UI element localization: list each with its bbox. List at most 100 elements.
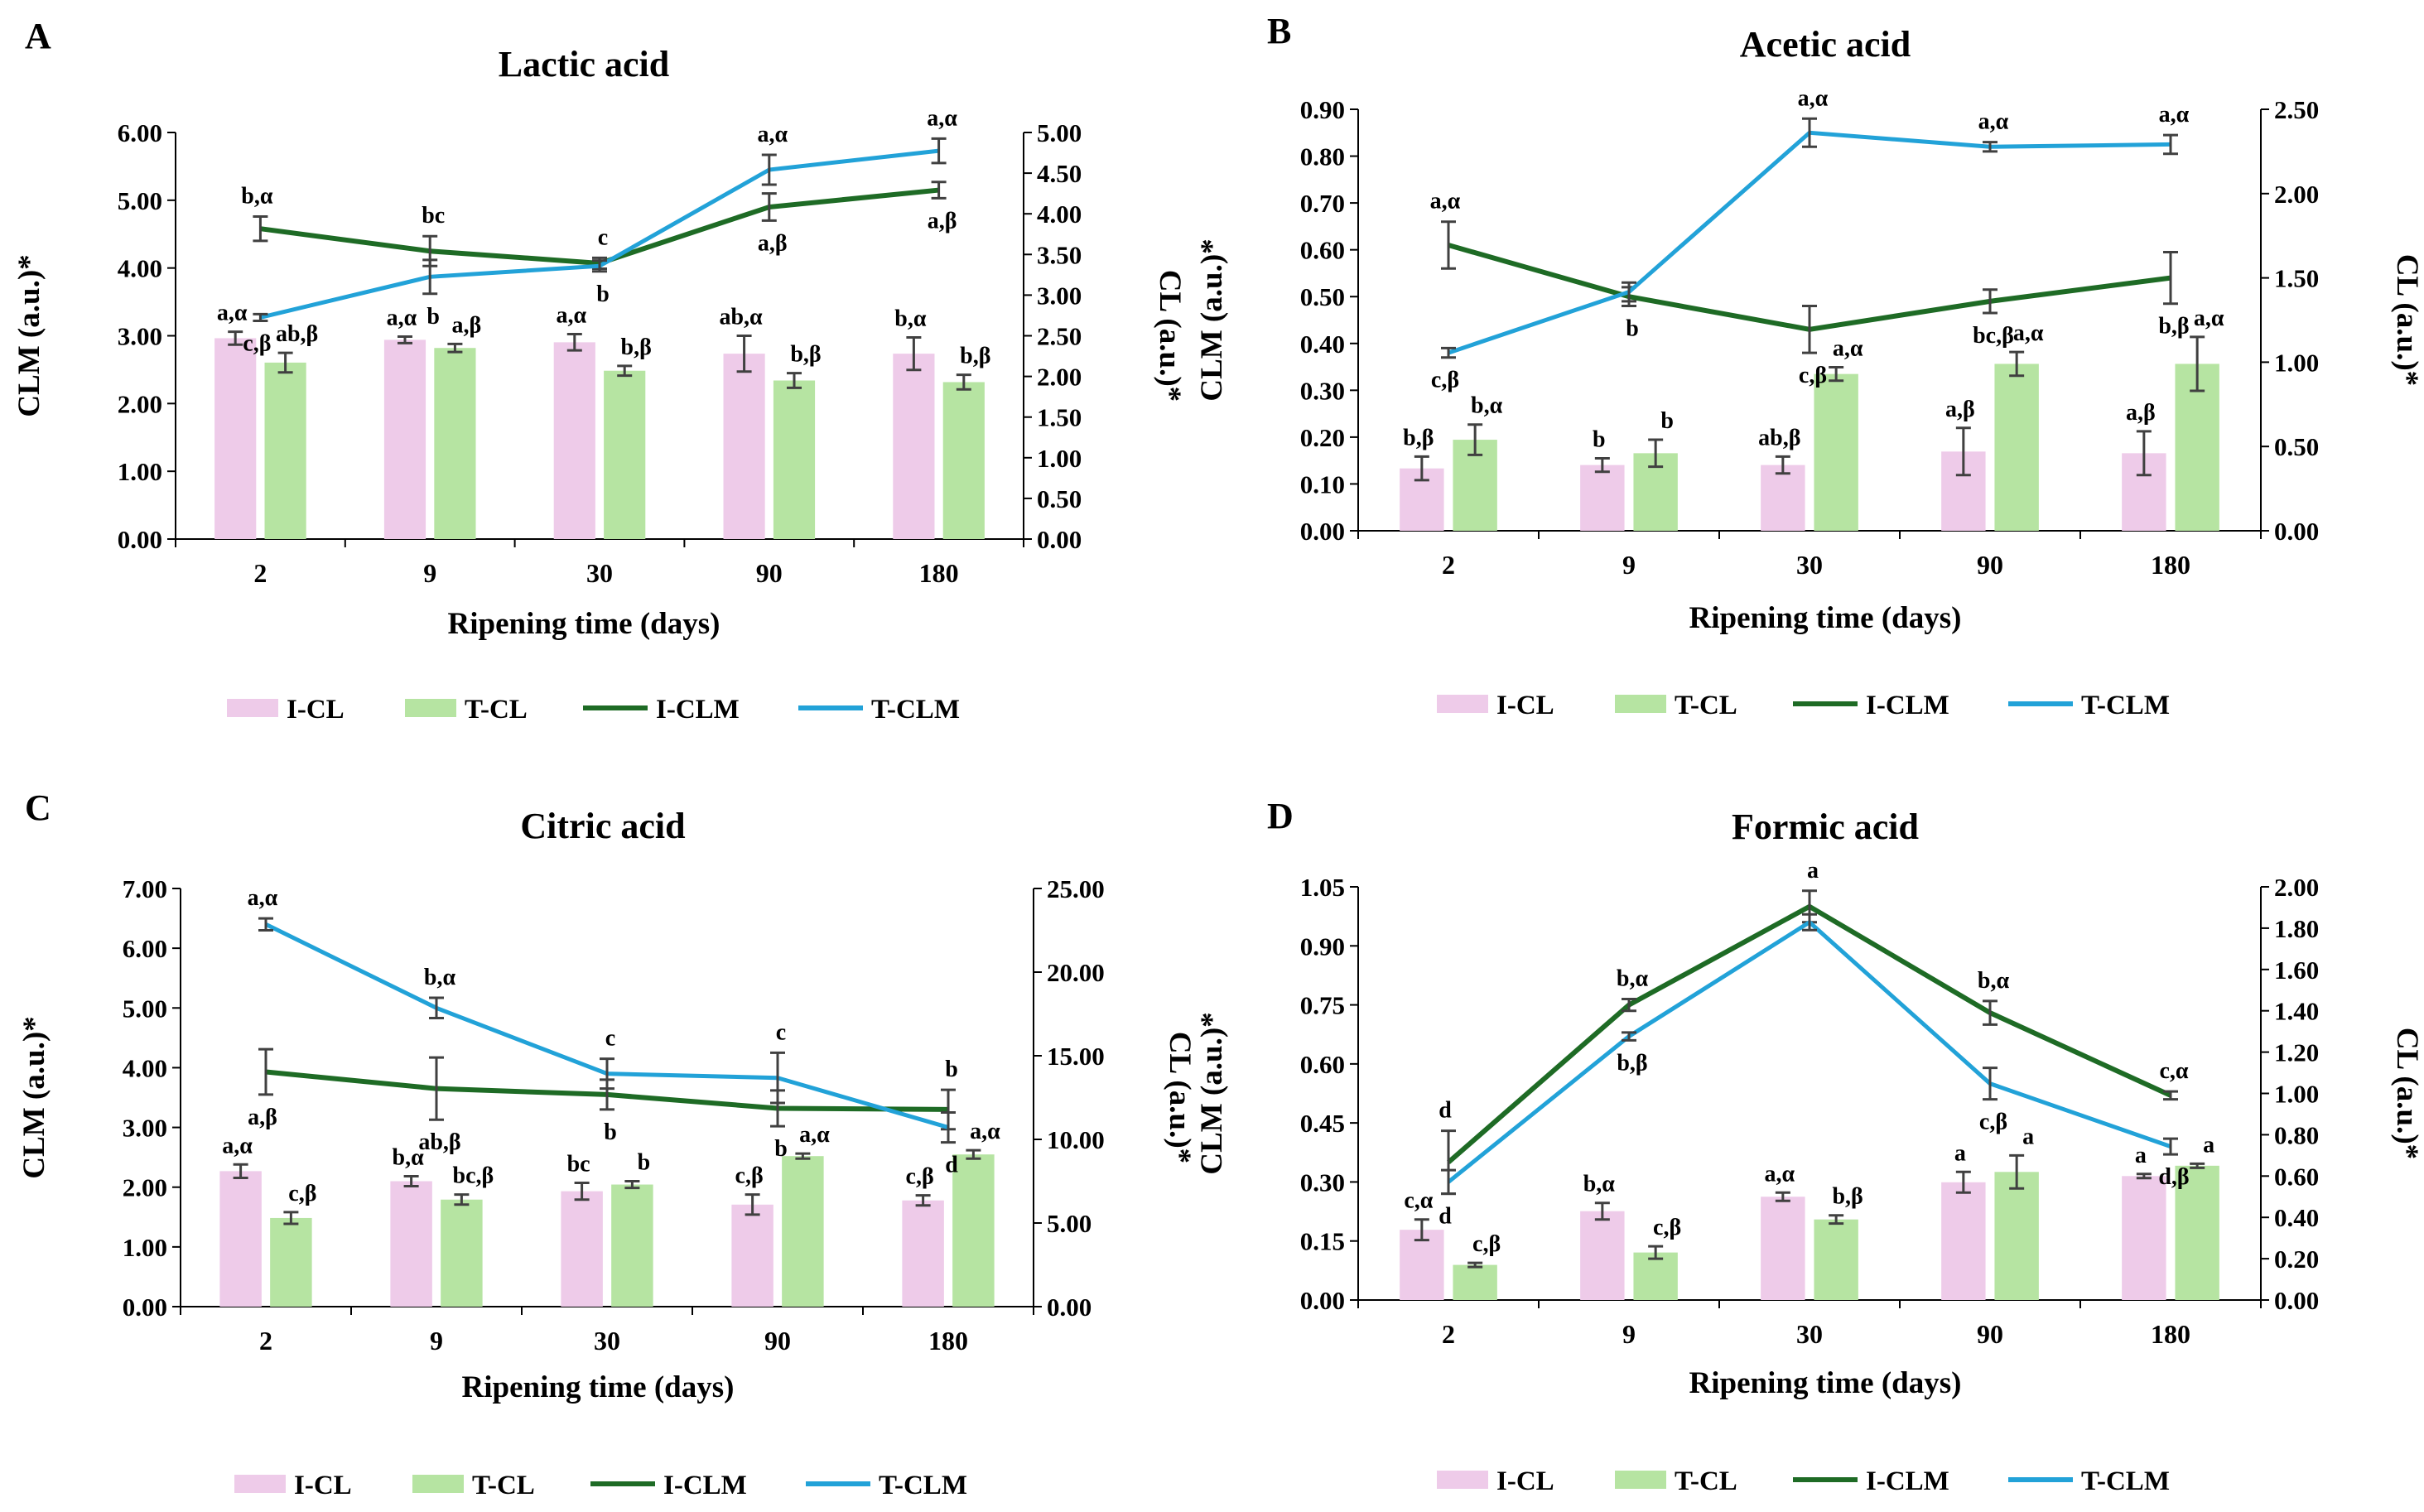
legend-item: T-CLM xyxy=(798,695,960,725)
legend-swatch xyxy=(1437,1471,1488,1489)
error-bar xyxy=(253,312,268,322)
error-bar xyxy=(941,1111,956,1144)
y-axis-right-title: CL (a.u.)* xyxy=(2390,1028,2424,1159)
error-bar xyxy=(624,1180,640,1190)
x-tick-label: 180 xyxy=(2151,1319,2190,1349)
error-bar xyxy=(1648,438,1664,469)
y-left-tick-label: 0.60 xyxy=(1300,1050,1345,1079)
error-bar xyxy=(761,153,777,186)
chart-panel-a: A Lactic acid 0.00 1.00 2.00 3.00 4.00 5.00 6.00… xyxy=(12,16,1187,725)
bar-t-cl xyxy=(1994,364,2039,531)
y-right-tick-label: 0.60 xyxy=(2274,1162,2319,1191)
significance-label: c,α xyxy=(1404,1188,1433,1214)
x-tick-label: 2 xyxy=(259,1326,272,1356)
x-tick-label: 9 xyxy=(430,1326,443,1356)
error-bar xyxy=(1829,366,1844,383)
y-right-tick-label: 1.00 xyxy=(2274,1080,2319,1109)
significance-label: a,α xyxy=(1430,189,1461,214)
y-right-tick-label: 4.50 xyxy=(1037,159,1082,188)
legend-item: I-CL xyxy=(1437,691,1554,720)
y-right-tick-label: 3.50 xyxy=(1037,240,1082,269)
significance-label: a,β xyxy=(928,208,957,234)
y-left-tick-label: 7.00 xyxy=(123,874,167,903)
y-axis-right-title: CL (a.u.)* xyxy=(1163,1032,1197,1163)
error-bar xyxy=(2190,335,2205,392)
y-axis-left-title: CLM (a.u.)* xyxy=(1195,1012,1229,1174)
line-i-clm xyxy=(1447,903,2172,1164)
significance-label: a xyxy=(2203,1132,2214,1158)
legend-swatch xyxy=(412,1475,464,1493)
bar-i-cl xyxy=(2122,1176,2166,1300)
y-left-tick-label: 0.00 xyxy=(118,525,162,554)
y-axis-right-title: CL (a.u.)* xyxy=(2390,254,2424,386)
significance-label: d xyxy=(1438,1098,1452,1124)
error-bar xyxy=(1622,1031,1636,1042)
legend-item: T-CL xyxy=(405,695,528,725)
significance-label: c xyxy=(605,1026,615,1052)
error-bar xyxy=(429,1056,444,1121)
x-tick-label: 180 xyxy=(2151,550,2190,580)
bar-t-cl xyxy=(942,382,985,539)
significance-label: a,β xyxy=(758,230,788,256)
x-tick-label: 90 xyxy=(756,558,783,588)
error-bar xyxy=(2163,1137,2178,1156)
significance-label: b,α xyxy=(1978,968,2010,994)
y-left-tick-label: 0.90 xyxy=(1300,932,1345,961)
error-bar xyxy=(915,1194,931,1207)
error-bar xyxy=(1829,1214,1844,1225)
y-right-tick-label: 1.80 xyxy=(2274,914,2319,943)
x-tick-label: 90 xyxy=(1977,550,2003,580)
error-bar xyxy=(253,214,268,243)
legend-swatch xyxy=(227,699,278,717)
significance-label: c,β xyxy=(735,1163,764,1189)
y-right-tick-label: 1.50 xyxy=(2274,264,2319,293)
bar-i-cl xyxy=(1761,1197,1805,1300)
chart-title: Acetic acid xyxy=(1740,24,1911,65)
error-bar xyxy=(1414,1218,1429,1242)
legend-label: I-CLM xyxy=(1866,691,1949,720)
y-right-tick-label: 1.20 xyxy=(2274,1038,2319,1067)
y-left-tick-label: 0.90 xyxy=(1300,95,1345,124)
significance-label: c,β xyxy=(243,330,271,356)
bar-i-cl xyxy=(390,1181,432,1307)
legend-label: T-CLM xyxy=(871,695,960,725)
error-bar xyxy=(1955,426,1971,477)
y-right-tick-label: 5.00 xyxy=(1047,1209,1092,1238)
error-bar xyxy=(277,351,293,374)
legend-item: I-CLM xyxy=(590,1471,747,1500)
significance-label: c,β xyxy=(1472,1231,1501,1257)
y-left-tick-label: 0.50 xyxy=(1300,282,1345,311)
error-bar xyxy=(1467,1261,1483,1269)
y-axis-left-title: CLM (a.u.)* xyxy=(1195,238,1229,401)
y-axis-right-title: CL (a.u.)* xyxy=(1153,270,1187,402)
significance-label: a,α xyxy=(970,1119,1000,1144)
error-bar xyxy=(761,192,777,222)
error-bar xyxy=(1622,281,1636,303)
error-bar xyxy=(2009,1153,2025,1190)
error-bar xyxy=(454,1193,470,1206)
error-bar xyxy=(574,1182,590,1201)
y-left-tick-label: 6.00 xyxy=(123,934,167,963)
y-right-tick-label: 0.40 xyxy=(2274,1203,2319,1232)
y-left-tick-label: 3.00 xyxy=(123,1114,167,1143)
error-bar xyxy=(258,1047,273,1096)
y-right-tick-label: 3.00 xyxy=(1037,281,1082,310)
significance-label: b,α xyxy=(1617,965,1649,991)
significance-label: a xyxy=(2022,1124,2034,1149)
y-right-tick-label: 0.50 xyxy=(2274,432,2319,461)
y-left-tick-label: 0.00 xyxy=(123,1293,167,1322)
error-bar xyxy=(787,372,802,389)
error-bar xyxy=(736,335,752,373)
error-bar xyxy=(745,1193,760,1216)
y-left-tick-label: 0.40 xyxy=(1300,330,1345,359)
y-right-tick-label: 0.80 xyxy=(2274,1120,2319,1149)
significance-label: a xyxy=(1807,858,1819,884)
legend-label: T-CL xyxy=(472,1471,535,1500)
x-tick-label: 9 xyxy=(1622,1319,1636,1349)
y-left-tick-label: 0.00 xyxy=(1300,1286,1345,1315)
y-left-tick-label: 0.70 xyxy=(1300,189,1345,218)
error-bar xyxy=(1955,1170,1971,1194)
bar-i-cl xyxy=(723,354,765,539)
legend-swatch xyxy=(1615,1471,1666,1489)
significance-label: b xyxy=(426,304,440,330)
